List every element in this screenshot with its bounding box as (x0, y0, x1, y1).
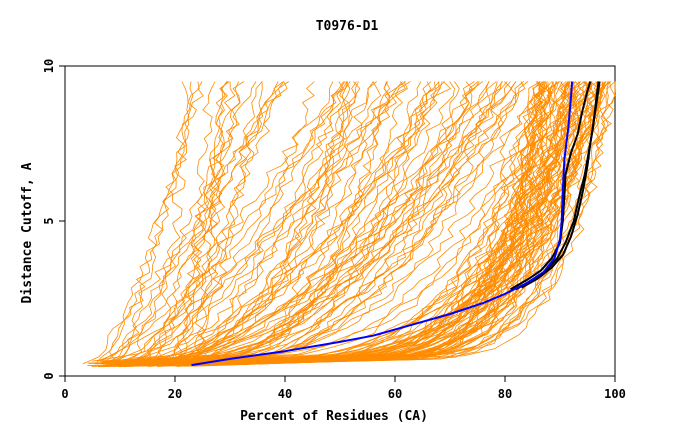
background-curve (133, 81, 576, 365)
background-curve (98, 81, 570, 368)
highlight-curve-blue (191, 81, 574, 367)
background-curve (128, 81, 443, 362)
background-curve (190, 81, 351, 367)
x-tick-label: 20 (168, 387, 182, 401)
background-curve (179, 81, 432, 366)
background-curve (136, 81, 571, 367)
x-tick-label: 0 (61, 387, 68, 401)
background-curve (139, 81, 349, 363)
x-tick-label: 80 (498, 387, 512, 401)
background-curve (139, 81, 552, 366)
x-tick-label: 40 (278, 387, 292, 401)
chart-title: T0976-D1 (316, 19, 379, 34)
y-tick-label: 0 (42, 372, 56, 379)
y-tick-label: 10 (42, 59, 56, 73)
background-curve (190, 81, 263, 365)
background-curve (140, 81, 541, 364)
background-curve (87, 81, 593, 367)
background-curve (113, 81, 284, 366)
background-curve (186, 81, 229, 362)
background-curve (108, 81, 479, 363)
background-curve (91, 81, 607, 366)
background-curve (95, 81, 200, 365)
background-curve (173, 81, 228, 367)
background-curve (160, 81, 518, 362)
background-curve (160, 81, 606, 363)
background-curve (143, 81, 569, 365)
highlight-curves (191, 81, 601, 367)
background-curve (136, 81, 490, 367)
background-curve (199, 81, 391, 362)
background-curve (131, 81, 257, 367)
background-curve (108, 81, 593, 363)
background-curve (128, 81, 508, 362)
background-curve (155, 81, 455, 365)
background-curve (176, 81, 473, 367)
background-curve (119, 81, 344, 364)
background-curve (138, 81, 616, 361)
background-curve (98, 81, 612, 364)
background-curve (115, 81, 290, 361)
background-curve (187, 81, 230, 367)
x-axis-label: Percent of Residues (CA) (240, 409, 428, 424)
background-curve (180, 81, 549, 362)
x-tick-label: 60 (388, 387, 402, 401)
x-axis: 0 20 40 60 80 100 (61, 376, 626, 401)
background-curve (187, 81, 432, 367)
background-curve (139, 81, 236, 365)
background-curve (191, 81, 541, 363)
background-curve (152, 81, 190, 366)
background-curve (158, 81, 547, 364)
background-curve (164, 81, 580, 363)
background-curve (191, 81, 382, 362)
background-curve (102, 81, 346, 365)
background-curve (174, 81, 216, 367)
x-tick-label: 100 (604, 387, 626, 401)
background-curve (104, 81, 288, 364)
background-curve (137, 81, 503, 365)
y-axis-label: Distance Cutoff, A (20, 162, 35, 303)
background-curve (165, 81, 475, 363)
background-curve (120, 81, 403, 366)
background-curve (169, 81, 411, 362)
background-curve (105, 81, 524, 363)
background-curve (185, 81, 445, 363)
background-curve (157, 81, 545, 367)
background-curve (101, 81, 440, 363)
background-curve (146, 81, 513, 365)
background-curve (120, 81, 549, 364)
background-curve (148, 81, 497, 367)
background-curve (124, 81, 409, 366)
background-curve (102, 81, 529, 365)
background-curves (82, 81, 616, 368)
background-curve (108, 81, 204, 367)
background-curve (181, 81, 460, 365)
background-curve (92, 81, 351, 362)
background-curve (134, 81, 610, 362)
background-curve (116, 81, 601, 362)
background-curve (190, 81, 543, 363)
background-curve (160, 81, 361, 364)
highlight-curve-black (510, 81, 592, 291)
background-curve (95, 81, 554, 365)
background-curve (164, 81, 407, 364)
y-tick-label: 5 (42, 217, 56, 224)
background-curve (82, 81, 285, 365)
y-axis: 0 5 10 (42, 59, 65, 380)
background-curve (175, 81, 391, 364)
background-curve (194, 81, 571, 366)
background-curve (183, 81, 604, 361)
background-curve (97, 81, 279, 362)
background-curve (113, 81, 556, 367)
background-curve (98, 81, 490, 367)
background-curve (125, 81, 436, 366)
background-curve (93, 81, 560, 362)
background-curve (111, 81, 344, 364)
background-curve (107, 81, 194, 364)
background-curve (193, 81, 592, 367)
